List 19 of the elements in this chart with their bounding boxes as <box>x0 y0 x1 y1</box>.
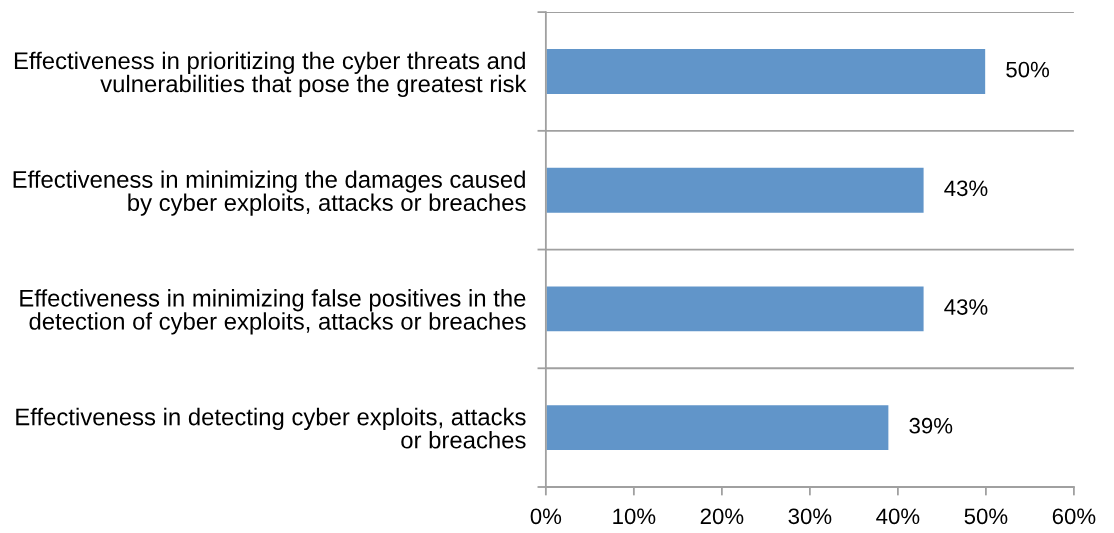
x-tick-label: 40% <box>876 508 920 525</box>
y-tick-label: Effectiveness in detecting cyber exploits, attacks or breaches <box>16 407 526 449</box>
y-tick-label: Effectiveness in minimizing false positives in the detection of cyber exploits, attacks or breaches <box>20 289 526 335</box>
x-tick-label: 0% <box>530 508 562 525</box>
x-tick-label: 10% <box>613 508 656 525</box>
data-label: 43% <box>944 180 988 197</box>
bar <box>545 403 890 452</box>
x-tick-label: 30% <box>788 508 832 525</box>
y-tick-label: Effectiveness in prioritizing the cyber threats and vulnerabilities that pose the greatest risk <box>14 51 527 98</box>
x-tick-label: 50% <box>964 508 1008 525</box>
data-label: 43% <box>944 299 988 315</box>
bar <box>545 285 925 333</box>
data-label: 39% <box>909 417 953 434</box>
bar <box>545 166 925 215</box>
x-tick-label: 20% <box>700 508 744 525</box>
bar <box>545 47 987 96</box>
x-tick-label: 60% <box>1052 508 1096 525</box>
data-label: 50% <box>1006 61 1050 78</box>
y-tick-label: Effectiveness in minimizing the damages caused by cyber exploits, attacks or breaches <box>13 170 526 216</box>
